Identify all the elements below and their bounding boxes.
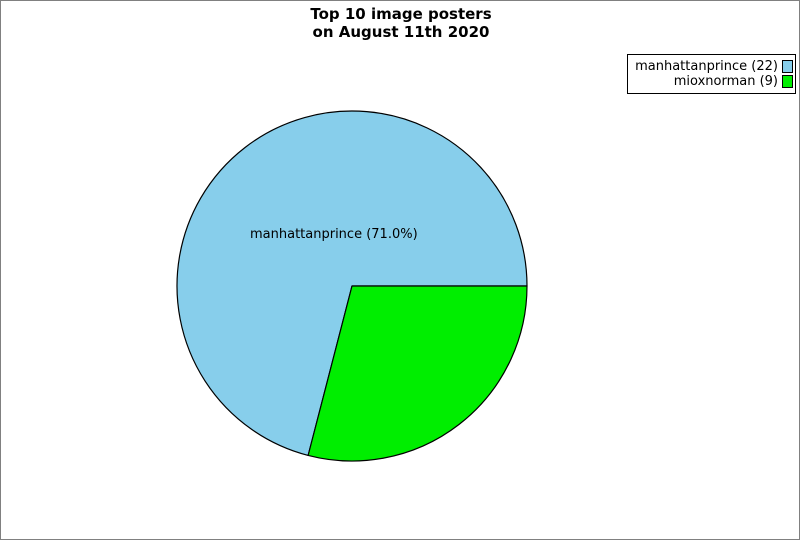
pie-chart: manhattanprince (71.0%) mioxnorman (29.0…: [176, 110, 528, 462]
legend-item-mioxnorman[interactable]: mioxnorman (9): [628, 74, 795, 89]
pie-slice-mioxnorman[interactable]: [307, 285, 528, 462]
chart-title: Top 10 image posters on August 11th 2020: [1, 5, 799, 41]
pie-slice-manhattanprince[interactable]: [176, 110, 528, 457]
legend-item-manhattanprince[interactable]: manhattanprince (22): [628, 59, 795, 74]
chart-legend: manhattanprince (22) mioxnorman (9): [627, 54, 796, 94]
legend-label-mioxnorman: mioxnorman (9): [673, 74, 778, 89]
legend-swatch-mioxnorman: [782, 75, 793, 88]
legend-label-manhattanprince: manhattanprince (22): [635, 59, 778, 74]
chart-title-line-1: Top 10 image posters: [310, 5, 492, 23]
legend-swatch-manhattanprince: [782, 60, 793, 73]
chart-title-line-2: on August 11th 2020: [312, 23, 490, 41]
pie-chart-svg: [176, 110, 528, 462]
pie-slice-label-manhattanprince: manhattanprince (71.0%): [250, 227, 418, 242]
